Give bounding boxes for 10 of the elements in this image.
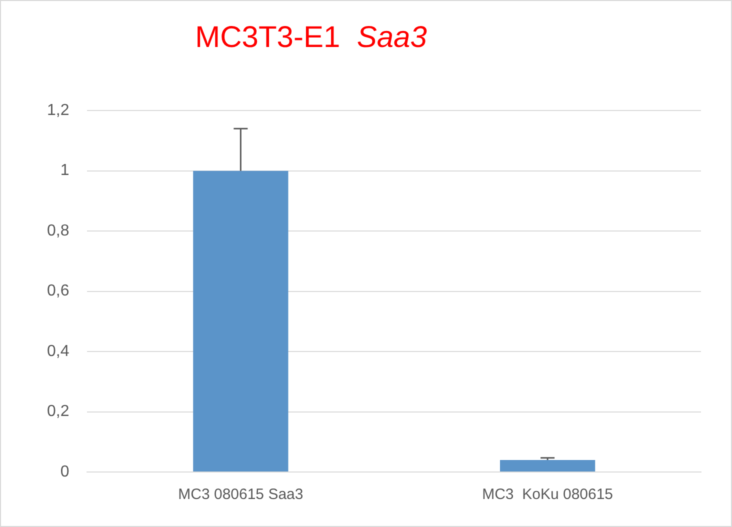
y-tick-label: 1	[60, 162, 70, 180]
y-tick-label: 0	[60, 463, 70, 480]
y-tick-label: 0,6	[46, 282, 70, 300]
y-tick-label: 0,8	[46, 222, 70, 240]
x-tick-label: MC3 KoKu 080615	[482, 486, 614, 504]
chart-title: MC3T3-E1 Saa3	[195, 21, 427, 54]
y-tick-label: 0,4	[46, 342, 70, 360]
y-tick-label: 0,2	[46, 403, 70, 420]
y-tick-label: 1,2	[46, 102, 70, 120]
x-tick-label: MC3 080615 Saa3	[178, 486, 304, 504]
